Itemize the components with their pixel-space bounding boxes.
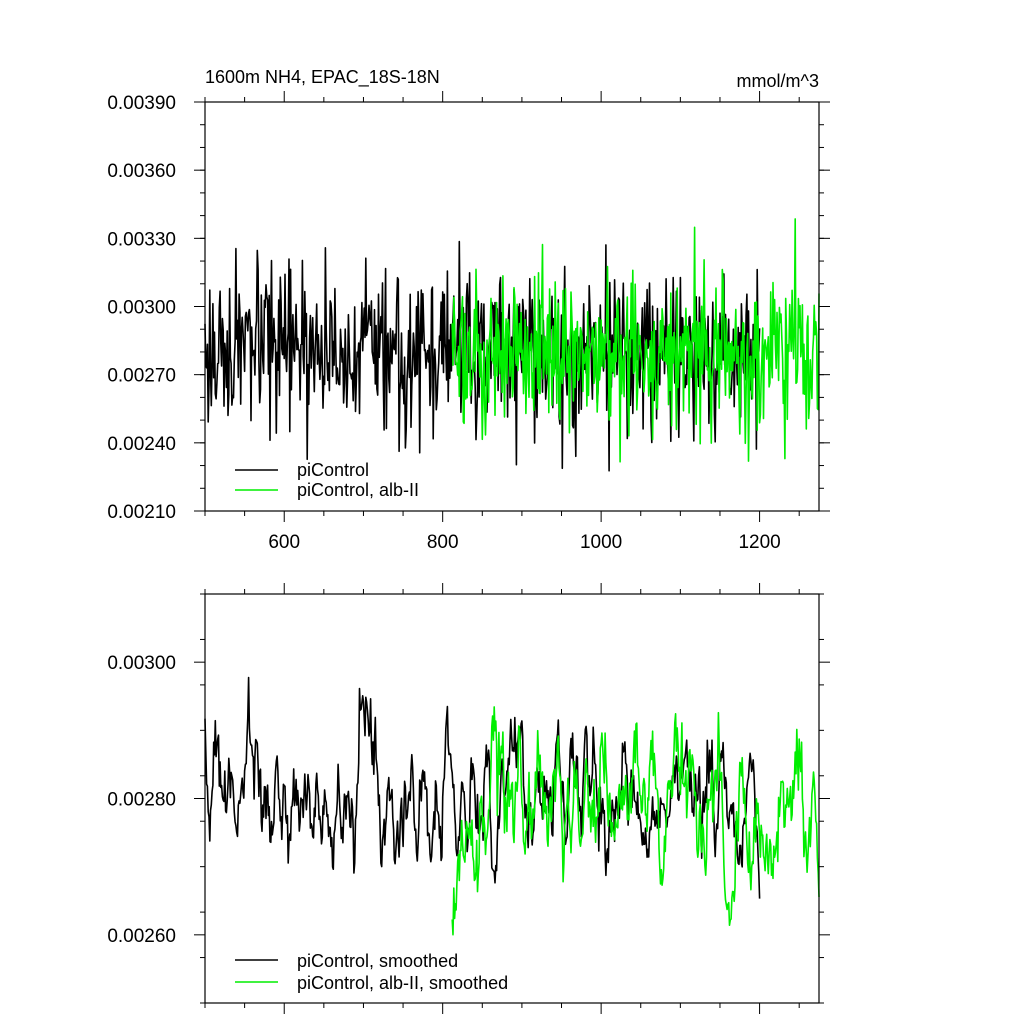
top-series-group xyxy=(204,218,820,472)
top-xtick-label: 1200 xyxy=(738,532,780,553)
top-plot-frame xyxy=(204,101,820,512)
top-series-alb-ii xyxy=(451,218,820,463)
bottom-series-alb-ii xyxy=(451,706,820,936)
legend-label-alb-ii: piControl, alb-II xyxy=(297,480,419,500)
bottom-ytick-label: 0.00280 xyxy=(107,790,176,811)
top-legend: piControl piControl, alb-II xyxy=(235,460,419,500)
bottom-legend: piControl, smoothed piControl, alb-II, s… xyxy=(235,951,508,993)
top-ytick-label: 0.00210 xyxy=(107,502,176,523)
top-ytick-label: 0.00360 xyxy=(107,161,176,182)
top-xtick-label: 800 xyxy=(427,532,459,553)
top-panel: 600 800 1000 1200 0.00210 0.00240 0.00270 0.003… xyxy=(107,67,830,553)
bottom-series-group xyxy=(204,676,820,936)
chart-title: 1600m NH4, EPAC_18S-18N xyxy=(205,67,440,88)
top-ytick-label: 0.00270 xyxy=(107,366,176,387)
bottom-series-picontrol xyxy=(204,676,761,899)
legend-label-picontrol: piControl xyxy=(297,460,369,480)
top-ytick-label: 0.00330 xyxy=(107,229,176,250)
top-ytick-label: 0.00240 xyxy=(107,434,176,455)
bottom-ytick-label: 0.00300 xyxy=(107,653,176,674)
top-xtick-label: 1000 xyxy=(580,532,622,553)
legend-label-smoothed: piControl, smoothed xyxy=(297,951,458,971)
top-ytick-label: 0.00390 xyxy=(107,93,176,114)
top-xtick-label: 600 xyxy=(268,532,300,553)
legend-label-alb-ii-smoothed: piControl, alb-II, smoothed xyxy=(297,973,508,993)
bottom-ytick-label: 0.00260 xyxy=(107,926,176,947)
top-ytick-label: 0.00300 xyxy=(107,298,176,319)
bottom-axis-ticks: 0.00260 0.00280 0.00300 xyxy=(107,583,830,1014)
bottom-panel: 0.00260 0.00280 0.00300 piControl, smoothe… xyxy=(107,583,830,1014)
units-label: mmol/m^3 xyxy=(737,71,819,91)
top-axis-ticks: 600 800 1000 1200 0.00210 0.00240 0.00270 0.003… xyxy=(107,91,830,553)
